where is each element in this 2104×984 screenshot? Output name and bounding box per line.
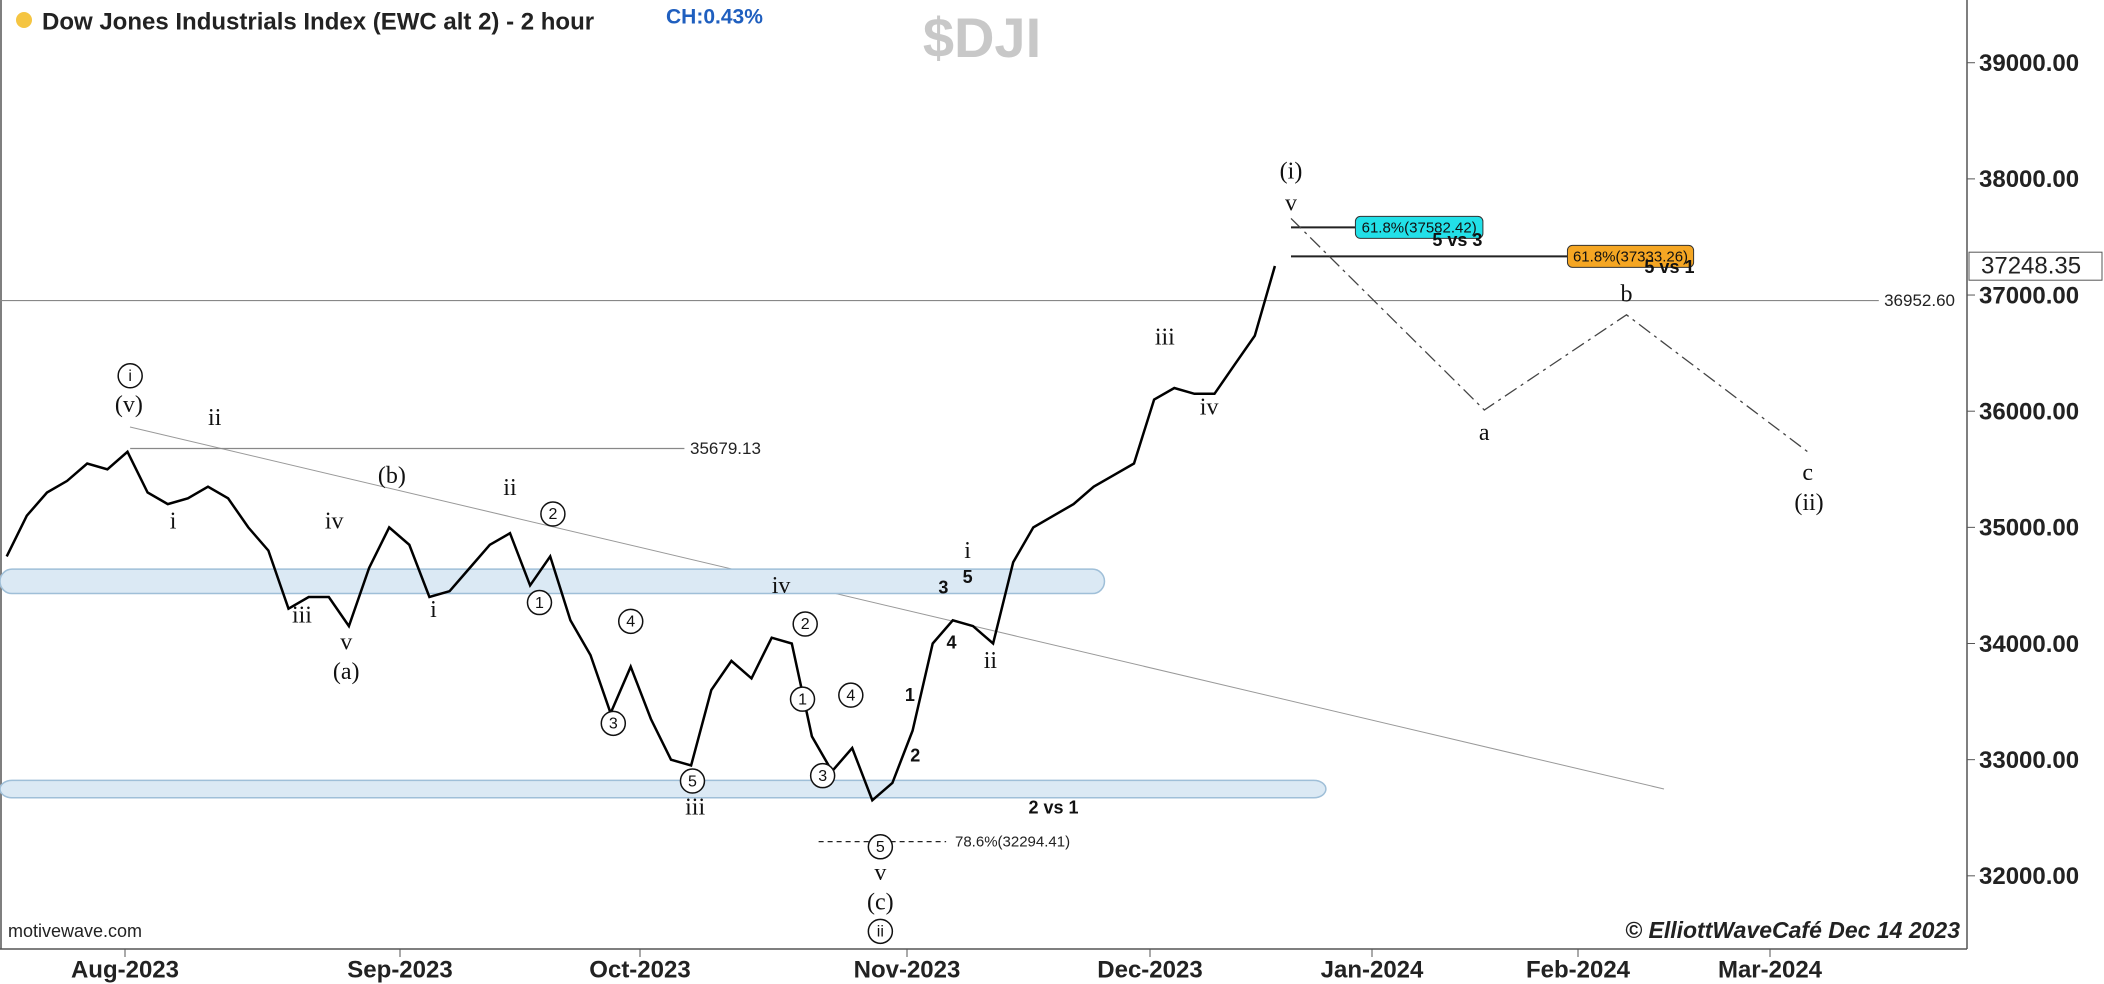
- chart-title: Dow Jones Industrials Index (EWC alt 2) …: [42, 8, 594, 35]
- x-tick-label: Jan-2024: [1321, 956, 1424, 983]
- wave-circle: [867, 918, 894, 945]
- wave-circle: [600, 710, 627, 737]
- fib-label: 61.8%(37582.42): [1362, 219, 1477, 236]
- last-price-box: [1968, 251, 2103, 281]
- wave-circle: [838, 682, 864, 708]
- wave-label: 2: [801, 616, 810, 633]
- wave-label: a: [1479, 420, 1490, 446]
- wave-label: 5: [963, 567, 973, 587]
- y-tick-label: 33000.00: [1979, 747, 2079, 774]
- x-tick-label: Aug-2023: [71, 956, 179, 983]
- wave-circle: [679, 768, 706, 794]
- wave-circle: [809, 762, 836, 789]
- wave-label: (a): [333, 659, 360, 685]
- x-tick-label: Oct-2023: [589, 956, 690, 983]
- wave-label: iii: [292, 602, 312, 628]
- wave-circle: [617, 608, 644, 635]
- symbol: $DJI: [923, 6, 1041, 69]
- wave-label: iv: [772, 573, 791, 599]
- wave-circle: [789, 686, 816, 712]
- wave-label: iv: [325, 509, 344, 535]
- wave-label: ii: [984, 648, 998, 674]
- wave-label: (c): [867, 890, 894, 916]
- y-tick-label: 37000.00: [1979, 282, 2079, 309]
- wave-label: iv: [1200, 394, 1219, 420]
- wave-label: ii: [208, 405, 222, 431]
- y-tick-label: 32000.00: [1979, 863, 2079, 890]
- wave-label: 5: [876, 839, 885, 856]
- y-tick-label: 39000.00: [1979, 50, 2079, 77]
- copyright: © ElliottWaveCafé Dec 14 2023: [1625, 917, 1960, 943]
- support-zone: [0, 779, 1327, 799]
- wave-label: 3: [818, 768, 827, 785]
- last-price-label: 37248.35: [1981, 253, 2081, 280]
- wave-label: (i): [1280, 158, 1303, 184]
- wave-label: ii: [503, 475, 517, 501]
- wave-label: 4: [846, 687, 855, 704]
- change: CH:0.43%: [666, 6, 763, 29]
- wave-label: i: [170, 509, 177, 535]
- x-tick-label: Feb-2024: [1526, 956, 1631, 983]
- projection-line: [1290, 217, 1809, 453]
- wave-label: 1: [535, 595, 544, 612]
- wave-label: b: [1621, 282, 1633, 308]
- wave-circle: [540, 501, 566, 527]
- wave-label: v: [1285, 190, 1297, 216]
- level-label: 35679.13: [690, 439, 761, 458]
- wave-label: 2: [910, 745, 920, 765]
- wave-label: 1: [798, 691, 807, 708]
- wave-label: 2: [548, 506, 557, 523]
- wave-label: v: [340, 629, 352, 655]
- wave-label: i: [430, 597, 437, 623]
- wave-label: iii: [1155, 325, 1175, 351]
- fib-box: [1354, 215, 1484, 239]
- wave-label: 3: [609, 716, 618, 733]
- fib-box: [1566, 244, 1695, 268]
- trend-line: [129, 426, 1665, 790]
- wave-label: 4: [946, 633, 956, 653]
- wave-label: (v): [115, 392, 143, 418]
- x-tick-label: Dec-2023: [1097, 956, 1202, 983]
- wave-label: (b): [378, 463, 406, 489]
- wave-label: i: [128, 368, 132, 385]
- status-dot: [16, 12, 32, 28]
- x-tick-label: Mar-2024: [1718, 956, 1823, 983]
- level-label: 36952.60: [1884, 291, 1955, 310]
- wave-label: (ii): [1794, 490, 1823, 516]
- y-tick-label: 36000.00: [1979, 399, 2079, 426]
- price-line: [5, 265, 1277, 803]
- wave-label: ii: [877, 924, 884, 941]
- wave-circle: [867, 834, 894, 860]
- source: motivewave.com: [8, 921, 142, 941]
- wave-label: 1: [905, 685, 915, 705]
- y-tick-label: 38000.00: [1979, 166, 2079, 193]
- wave-label: 5 vs 3: [1432, 230, 1482, 250]
- x-tick-label: Nov-2023: [854, 956, 961, 983]
- wave-circle: [526, 589, 553, 616]
- wave-label: 2 vs 1: [1028, 798, 1078, 818]
- wave-label: v: [874, 860, 886, 886]
- x-tick-label: Sep-2023: [347, 956, 452, 983]
- wave-label: i: [964, 538, 971, 564]
- wave-label: 5: [688, 773, 697, 790]
- wave-label: iii: [685, 794, 705, 820]
- wave-circle: [792, 611, 818, 637]
- wave-label: 3: [938, 578, 948, 598]
- wave-circle: [117, 363, 143, 389]
- wave-label: c: [1802, 460, 1813, 486]
- fib-label: 61.8%(37333.26): [1573, 248, 1688, 265]
- wave-label: 4: [626, 614, 635, 631]
- level-label: 78.6%(32294.41): [955, 834, 1070, 851]
- y-tick-label: 34000.00: [1979, 631, 2079, 658]
- y-tick-label: 35000.00: [1979, 515, 2079, 542]
- wave-label: 5 vs 1: [1644, 257, 1694, 277]
